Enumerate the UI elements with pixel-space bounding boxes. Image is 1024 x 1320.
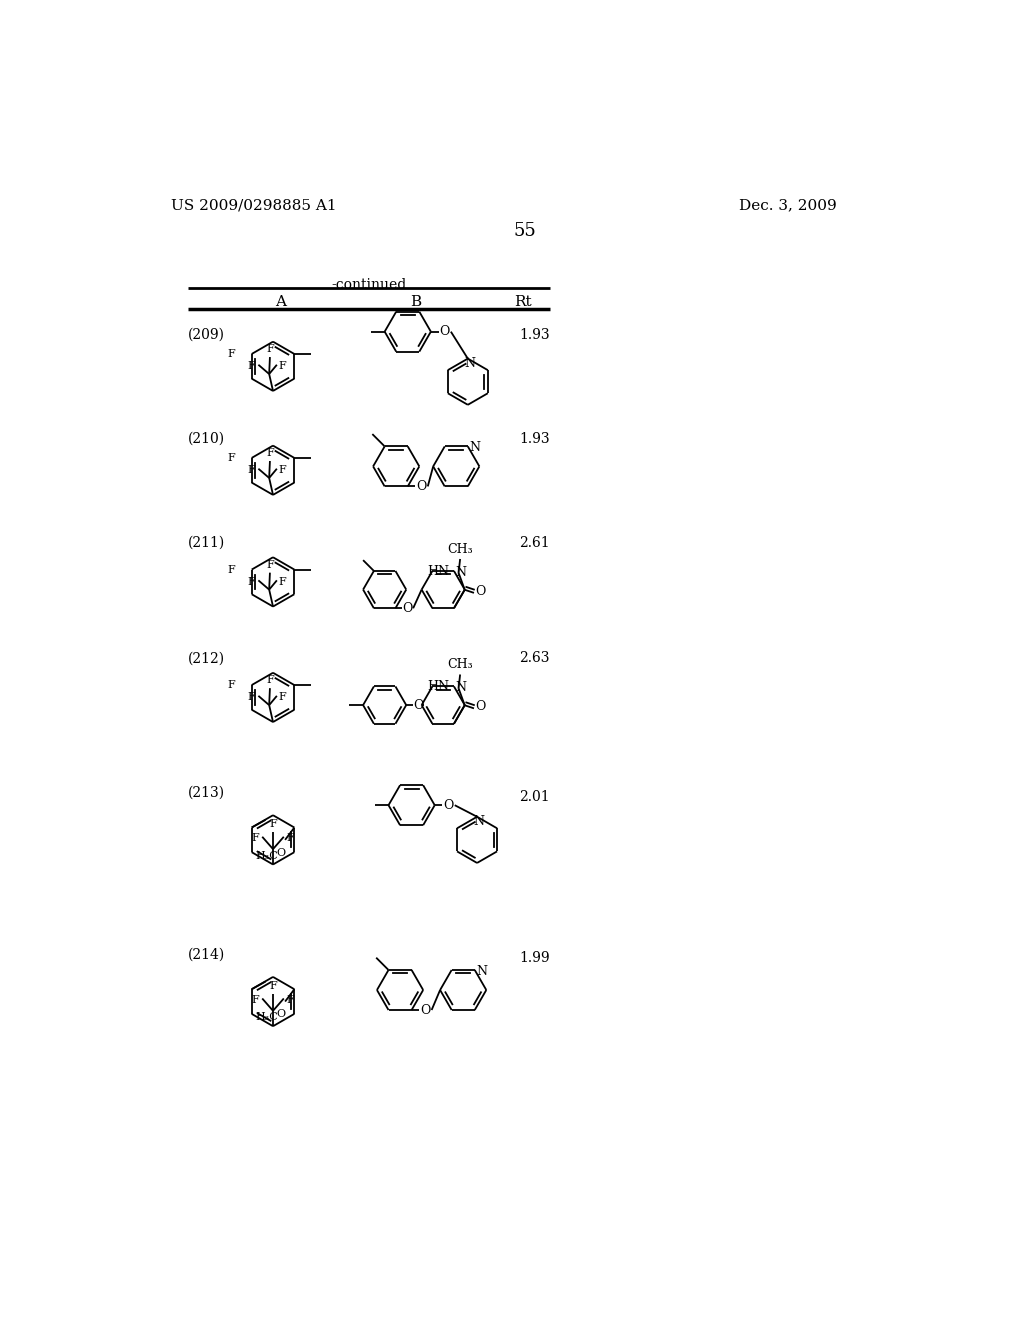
Text: N: N bbox=[473, 814, 484, 828]
Text: F: F bbox=[266, 447, 273, 458]
Text: A: A bbox=[275, 296, 287, 309]
Text: F: F bbox=[252, 995, 259, 1005]
Text: F: F bbox=[266, 560, 273, 570]
Text: CH₃: CH₃ bbox=[447, 543, 473, 556]
Text: HN: HN bbox=[427, 565, 450, 578]
Text: F: F bbox=[248, 362, 255, 371]
Text: O: O bbox=[275, 1010, 285, 1019]
Text: O: O bbox=[475, 585, 486, 598]
Text: N: N bbox=[456, 566, 467, 579]
Text: N: N bbox=[464, 356, 475, 370]
Text: (213): (213) bbox=[188, 785, 225, 800]
Text: O: O bbox=[417, 480, 427, 492]
Text: O: O bbox=[475, 701, 486, 713]
Text: Rt: Rt bbox=[514, 296, 532, 309]
Text: 2.63: 2.63 bbox=[519, 651, 550, 665]
Text: 1.93: 1.93 bbox=[519, 432, 550, 446]
Text: (211): (211) bbox=[188, 536, 225, 549]
Text: F: F bbox=[248, 577, 255, 587]
Text: (210): (210) bbox=[188, 432, 225, 446]
Text: H₃C: H₃C bbox=[256, 1012, 279, 1022]
Text: (214): (214) bbox=[188, 948, 225, 962]
Text: F: F bbox=[279, 577, 286, 587]
Text: H₃C: H₃C bbox=[256, 850, 279, 861]
Text: CH₃: CH₃ bbox=[447, 659, 473, 672]
Text: 2.01: 2.01 bbox=[519, 789, 550, 804]
Text: F: F bbox=[227, 680, 234, 690]
Text: F: F bbox=[269, 981, 276, 991]
Text: F: F bbox=[266, 675, 273, 685]
Text: HN: HN bbox=[427, 680, 450, 693]
Text: F: F bbox=[279, 693, 286, 702]
Text: N: N bbox=[456, 681, 467, 694]
Text: (209): (209) bbox=[188, 327, 225, 342]
Text: O: O bbox=[275, 847, 285, 858]
Text: N: N bbox=[476, 965, 487, 978]
Text: O: O bbox=[439, 325, 450, 338]
Text: 1.99: 1.99 bbox=[519, 952, 550, 965]
Text: F: F bbox=[227, 565, 234, 574]
Text: O: O bbox=[414, 698, 424, 711]
Text: F: F bbox=[279, 465, 286, 475]
Text: 2.61: 2.61 bbox=[519, 536, 550, 549]
Text: F: F bbox=[269, 820, 276, 829]
Text: F: F bbox=[248, 465, 255, 475]
Text: F: F bbox=[227, 348, 234, 359]
Text: 1.93: 1.93 bbox=[519, 327, 550, 342]
Text: O: O bbox=[402, 602, 413, 615]
Text: F: F bbox=[227, 453, 234, 463]
Text: (212): (212) bbox=[188, 651, 225, 665]
Text: O: O bbox=[420, 1003, 431, 1016]
Text: Dec. 3, 2009: Dec. 3, 2009 bbox=[739, 198, 837, 213]
Text: F: F bbox=[252, 833, 259, 843]
Text: F: F bbox=[279, 362, 286, 371]
Text: O: O bbox=[443, 799, 454, 812]
Text: N: N bbox=[469, 441, 480, 454]
Text: -continued: -continued bbox=[332, 277, 407, 292]
Text: F: F bbox=[248, 693, 255, 702]
Text: 55: 55 bbox=[513, 222, 537, 239]
Text: F: F bbox=[266, 345, 273, 354]
Text: B: B bbox=[410, 296, 421, 309]
Text: F: F bbox=[287, 995, 295, 1005]
Text: US 2009/0298885 A1: US 2009/0298885 A1 bbox=[171, 198, 336, 213]
Text: F: F bbox=[287, 833, 295, 843]
